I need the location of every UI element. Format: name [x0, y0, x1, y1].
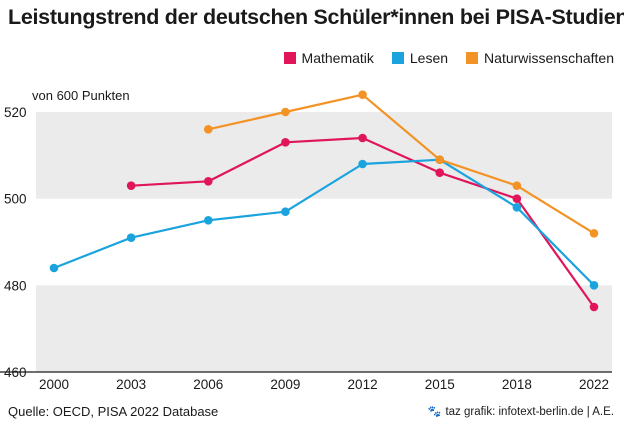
point-mathematik-2018: [512, 194, 522, 203]
point-lesen-2022: [589, 281, 599, 290]
x-tick-label-2003: 2003: [116, 377, 146, 392]
point-naturwissenschaften-2006: [203, 125, 213, 134]
y-tick-label-520: 520: [4, 105, 27, 120]
point-naturwissenschaften-2015: [435, 155, 445, 164]
point-mathematik-2009: [281, 138, 290, 147]
chart-title: Leistungstrend der deutschen Schüler*inn…: [8, 5, 624, 29]
point-naturwissenschaften-2009: [281, 107, 290, 117]
legend-label-lesen: Lesen: [409, 50, 449, 66]
x-tick-label-2018: 2018: [502, 377, 532, 392]
legend-swatch-mathematik: [283, 52, 296, 64]
x-tick-label-2000: 2000: [39, 377, 69, 392]
y-tick-label-480: 480: [4, 278, 27, 293]
band-500-520: [36, 112, 612, 199]
y-axis-unit-label: von 600 Punkten: [32, 88, 130, 103]
credit: 🐾 taz grafik: infotext-berlin.de | A.E.: [427, 405, 614, 419]
point-lesen-2018: [512, 203, 522, 212]
credit-text: taz grafik: infotext-berlin.de | A.E.: [445, 405, 614, 418]
point-mathematik-2003: [126, 181, 136, 190]
point-mathematik-2012: [358, 133, 367, 143]
point-lesen-2009: [281, 207, 290, 216]
y-tick-label-460: 460: [4, 365, 27, 380]
legend-swatch-naturwissenschaften: [466, 52, 479, 64]
legend-item-lesen: Lesen: [391, 50, 449, 66]
legend-item-naturwissenschaften: Naturwissenschaften: [466, 50, 614, 66]
x-tick-label-2006: 2006: [193, 377, 223, 392]
paw-icon: 🐾: [427, 406, 442, 418]
series-line-lesen: [53, 158, 595, 287]
legend-swatch-lesen: [391, 52, 404, 64]
point-lesen-2000: [49, 263, 59, 273]
band-460-480: [36, 285, 612, 372]
y-tick-label-500: 500: [4, 192, 27, 207]
legend: Mathematik Lesen Naturwissenschaften: [283, 50, 614, 66]
legend-label-naturwissenschaften: Naturwissenschaften: [484, 50, 614, 66]
point-mathematik-2015: [435, 168, 445, 177]
x-tick-label-2022: 2022: [579, 377, 609, 392]
point-naturwissenschaften-2022: [589, 229, 599, 238]
series-line-naturwissenschaften: [208, 93, 595, 235]
point-lesen-2006: [203, 216, 213, 225]
x-tick-label-2009: 2009: [270, 377, 300, 392]
source-note: Quelle: OECD, PISA 2022 Database: [8, 404, 219, 419]
point-naturwissenschaften-2018: [512, 181, 522, 190]
point-mathematik-2022: [589, 302, 599, 312]
x-tick-label-2012: 2012: [348, 377, 378, 392]
point-lesen-2003: [126, 233, 136, 242]
x-tick-label-2015: 2015: [425, 377, 455, 392]
point-naturwissenschaften-2012: [358, 90, 367, 99]
point-mathematik-2006: [203, 177, 213, 186]
legend-item-mathematik: Mathematik: [283, 50, 374, 66]
point-lesen-2012: [358, 159, 367, 169]
legend-label-mathematik: Mathematik: [301, 50, 374, 66]
